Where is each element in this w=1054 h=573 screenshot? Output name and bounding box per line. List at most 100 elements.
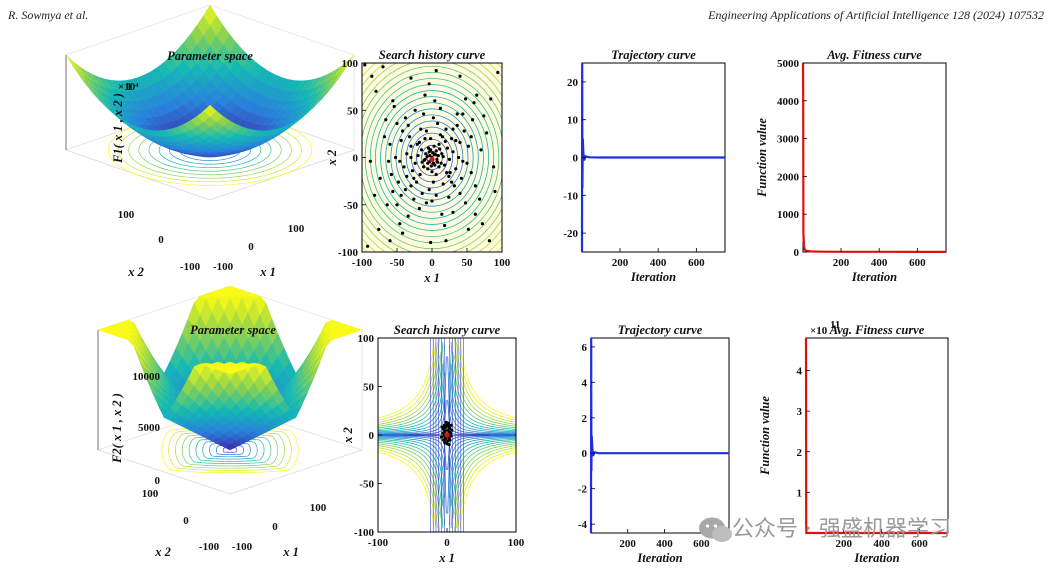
history-point [432, 144, 436, 148]
surface-mesh [97, 285, 363, 451]
history-point [410, 169, 414, 173]
z-tick-label: 1 [127, 81, 133, 93]
contour-line [385, 102, 479, 213]
history-point [429, 148, 433, 152]
history-point [492, 165, 496, 169]
history-point [443, 429, 447, 433]
y-tick-label: 0 [369, 430, 375, 442]
history-point [440, 135, 445, 139]
svg-text:F2( x 1 , x 2 ): F2( x 1 , x 2 ) [110, 393, 124, 464]
history-point [385, 203, 389, 207]
history-point [455, 112, 459, 116]
svg-text:F1( x 1 , x 2 ): F1( x 1 , x 2 ) [111, 93, 125, 164]
history-point [449, 423, 453, 427]
search-history-panel-f1-search-history: -100 -50 0 50 100 100 50 0 -50 -100 Search history… [325, 48, 511, 285]
panel-title: Parameter space [167, 49, 253, 63]
history-point [431, 161, 435, 165]
contour-line [457, 342, 516, 421]
history-point [469, 135, 473, 139]
y-tick-label: 2 [582, 413, 588, 425]
history-point [406, 123, 410, 127]
surface-facet [65, 54, 80, 72]
history-point [420, 191, 424, 195]
history-point [408, 135, 412, 139]
history-point [440, 212, 444, 216]
contour-line [452, 441, 516, 519]
history-point [440, 152, 444, 156]
y-tick-label: 2000 [777, 171, 800, 183]
x-tick-label: -50 [390, 257, 405, 269]
contour-line [450, 341, 516, 430]
contour-line [454, 443, 516, 515]
history-point [485, 131, 489, 135]
x-tick-label: 0 [272, 521, 278, 533]
floor-contour [209, 442, 251, 458]
history-point [433, 99, 437, 103]
history-point [395, 121, 399, 126]
history-point [445, 171, 449, 175]
x-tick-label: 0 [248, 241, 254, 253]
svg-text:x 2: x 2 [154, 545, 171, 559]
x-tick-label: 400 [650, 257, 667, 269]
history-point [461, 112, 465, 116]
history-point [426, 161, 430, 165]
contour-line [378, 356, 447, 435]
contour-line [378, 451, 435, 528]
y-tick-label: 10 [567, 115, 579, 127]
contour-line [380, 96, 484, 219]
watermark: 公众号 · 强盛机器学习 [699, 517, 951, 542]
surface-mesh [65, 4, 355, 157]
history-point [440, 425, 444, 429]
history-point [409, 155, 413, 160]
history-point [418, 172, 422, 177]
history-point [426, 146, 431, 150]
history-point [439, 435, 444, 439]
y-tick-label: 50 [363, 382, 375, 394]
panel-title: Search history curve [394, 323, 501, 337]
x-tick-label: -100 [232, 541, 253, 553]
history-point [450, 180, 454, 184]
contour-line [459, 342, 516, 419]
history-points [363, 63, 500, 248]
y-tick-label: -20 [563, 228, 578, 240]
history-point [448, 171, 452, 175]
series-line [580, 62, 725, 253]
series-line [589, 337, 729, 534]
contour-line [378, 342, 435, 419]
history-point [382, 135, 386, 139]
contour-line [450, 363, 516, 432]
contour-line [378, 341, 444, 430]
history-point [447, 157, 452, 161]
history-point [436, 121, 440, 126]
surface-facet [203, 104, 217, 118]
contour-line [454, 338, 516, 425]
history-point [427, 82, 431, 86]
history-point [396, 180, 400, 184]
history-point [429, 164, 433, 168]
history-point [455, 123, 459, 127]
z-tick-label: 10000 [133, 371, 161, 383]
floor-contour [195, 438, 265, 462]
svg-text:Function value: Function value [755, 118, 769, 198]
x-tick-label: 200 [835, 538, 852, 550]
y-tick-label: 0 [183, 515, 189, 527]
contour-line [378, 355, 440, 427]
history-point [465, 161, 469, 165]
history-point [478, 197, 482, 201]
axes-frame [590, 337, 730, 534]
history-point [443, 223, 447, 228]
history-point [429, 137, 433, 141]
contour-line [447, 434, 516, 470]
history-point [420, 160, 424, 164]
history-point [384, 118, 388, 122]
contour-line [447, 400, 516, 436]
history-point [457, 155, 461, 160]
history-point [459, 176, 463, 180]
svg-text:x 2: x 2 [341, 427, 355, 444]
history-point [392, 104, 396, 109]
y-axis-label: x 2 [325, 150, 339, 167]
x-tick-label: 600 [909, 257, 926, 269]
history-point [394, 155, 398, 160]
y-tick-label: 0 [582, 448, 588, 460]
